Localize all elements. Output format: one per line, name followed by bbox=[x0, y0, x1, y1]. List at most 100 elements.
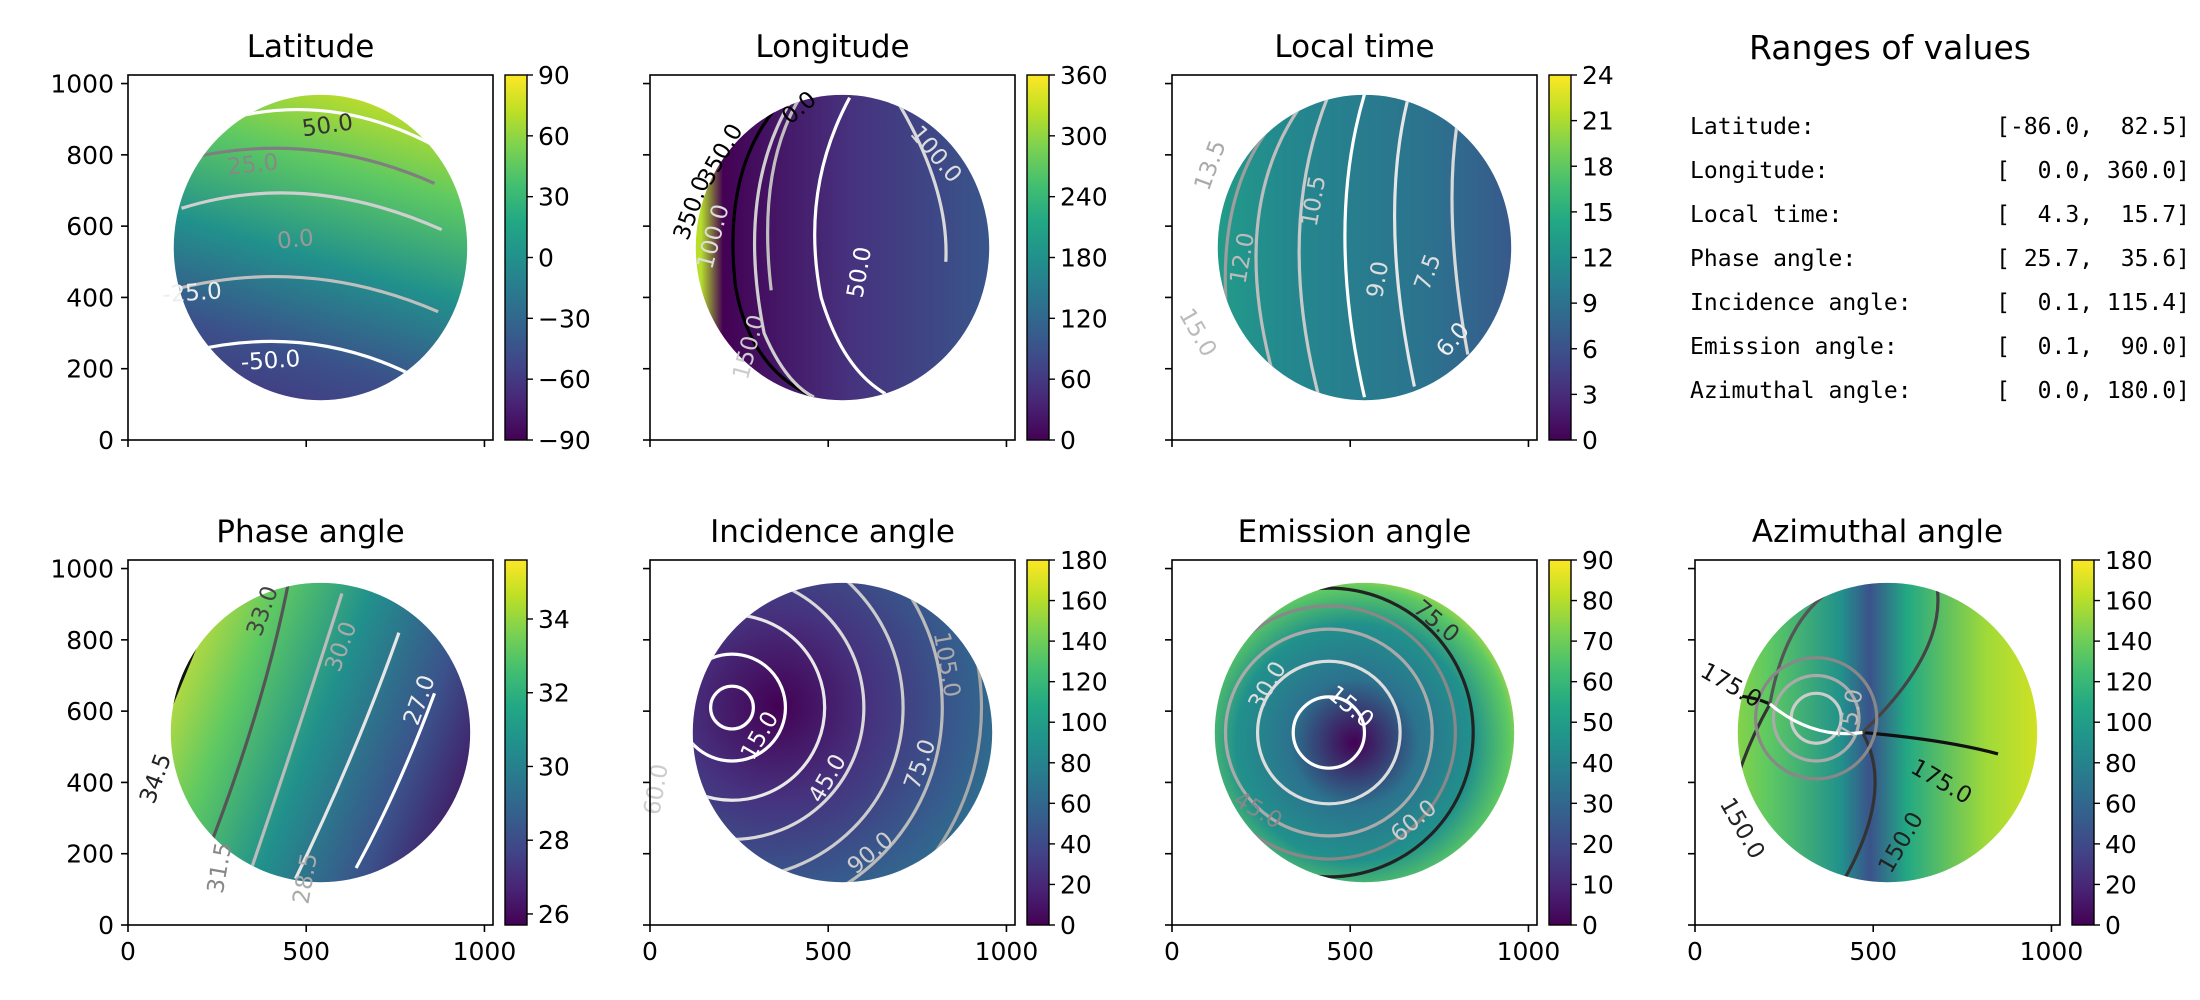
colorbar-tick-label: 100 bbox=[2105, 708, 2153, 737]
contour-line bbox=[247, 593, 344, 876]
colorbar bbox=[1026, 74, 1050, 441]
contour-label: 31.5 bbox=[203, 840, 237, 895]
colorbar-tick-label: 34 bbox=[538, 605, 570, 634]
colorbar-tick-label: 100 bbox=[1060, 708, 1108, 737]
x-tick-label: 0 bbox=[1687, 937, 1703, 966]
colorbar-tick-label: 40 bbox=[1582, 749, 1614, 778]
colorbar-tick-label: 0 bbox=[1582, 426, 1598, 455]
y-tick-label: 200 bbox=[66, 840, 114, 869]
contour-line bbox=[1255, 659, 1402, 806]
contour-line bbox=[731, 96, 815, 399]
contour-line bbox=[1223, 627, 1434, 838]
contours bbox=[170, 582, 437, 880]
ranges-row-value: [ 0.1, 90.0] bbox=[1996, 334, 2190, 360]
colorbar-tick-label: −90 bbox=[538, 426, 591, 455]
colorbar-tick-label: 32 bbox=[538, 679, 570, 708]
ranges-row-label: Phase angle: bbox=[1690, 246, 1857, 272]
ranges-row-label: Azimuthal angle: bbox=[1690, 378, 1912, 404]
contour-line bbox=[1862, 730, 1999, 756]
contour-label: -25.0 bbox=[162, 278, 223, 308]
colorbar bbox=[504, 559, 528, 926]
colorbar-tick-label: 18 bbox=[1582, 152, 1614, 181]
colorbar-tick-label: 10 bbox=[1582, 870, 1614, 899]
x-tick-label: 0 bbox=[1164, 937, 1180, 966]
colorbar-tick-label: 60 bbox=[1060, 789, 1092, 818]
ranges-row: Phase angle: [ 25.7, 35.6] bbox=[1690, 246, 2190, 272]
contour-line bbox=[1214, 604, 1457, 861]
colorbar-tick-label: 24 bbox=[1582, 61, 1614, 90]
colorbar bbox=[2071, 559, 2095, 926]
y-tick-label: 400 bbox=[66, 768, 114, 797]
contour-line bbox=[1343, 94, 1367, 398]
ranges-row: Local time: [ 4.3, 15.7] bbox=[1690, 202, 2190, 228]
colorbar-tick-label: 80 bbox=[1582, 587, 1614, 616]
colorbar-tick-label: 60 bbox=[538, 122, 570, 151]
panel-title: Azimuthal angle bbox=[1752, 514, 2003, 550]
ranges-row-value: [ 0.1, 115.4] bbox=[1996, 290, 2190, 316]
ranges-row-value: [ 4.3, 15.7] bbox=[1996, 202, 2190, 228]
contour-label: -50.0 bbox=[240, 346, 301, 376]
contour-label: 25.0 bbox=[226, 149, 280, 180]
panel-title: Emission angle bbox=[1238, 514, 1472, 550]
axes-frame bbox=[1171, 74, 1538, 441]
ranges-row-label: Longitude: bbox=[1690, 158, 1829, 184]
y-tick-label: 800 bbox=[66, 141, 114, 170]
colorbar-tick-label: 120 bbox=[1060, 304, 1108, 333]
colorbar-tick-label: 40 bbox=[2105, 830, 2137, 859]
colorbar-tick-label: −60 bbox=[538, 365, 591, 394]
colorbar-tick-label: 20 bbox=[1060, 870, 1092, 899]
ranges-row-value: [ 0.0, 360.0] bbox=[1996, 158, 2190, 184]
colorbar-tick-label: 140 bbox=[1060, 627, 1108, 656]
axes-frame bbox=[649, 74, 1016, 441]
colorbar-tick-label: 160 bbox=[2105, 587, 2153, 616]
contour-line bbox=[1254, 100, 1306, 384]
colorbar-tick-label: 0 bbox=[1582, 911, 1598, 940]
y-tick-label: 600 bbox=[66, 212, 114, 241]
contour-label: 34.5 bbox=[135, 750, 177, 807]
y-tick-label: 400 bbox=[66, 283, 114, 312]
y-tick-label: 0 bbox=[98, 426, 114, 455]
contour-line bbox=[898, 104, 948, 262]
colorbar-tick-label: 0 bbox=[1060, 426, 1076, 455]
contour-label: 9.0 bbox=[1362, 259, 1394, 300]
contour-line bbox=[766, 96, 802, 291]
ranges-row: Incidence angle: [ 0.1, 115.4] bbox=[1690, 290, 2190, 316]
panel-title: Longitude bbox=[755, 29, 909, 65]
x-tick-label: 500 bbox=[1849, 937, 1897, 966]
colorbar-tick-label: 60 bbox=[1060, 365, 1092, 394]
disc-map bbox=[173, 94, 468, 401]
x-tick-label: 1000 bbox=[453, 937, 517, 966]
colorbar-tick-label: 0 bbox=[2105, 911, 2121, 940]
ranges-row: Emission angle: [ 0.1, 90.0] bbox=[1690, 334, 2190, 360]
colorbar-tick-label: 90 bbox=[1582, 546, 1614, 575]
contour-label: 15.0 bbox=[1173, 304, 1221, 361]
y-tick-label: 200 bbox=[66, 355, 114, 384]
ranges-row-label: Incidence angle: bbox=[1690, 290, 1912, 316]
colorbar-tick-label: 30 bbox=[538, 752, 570, 781]
contour-line bbox=[201, 582, 290, 865]
x-tick-label: 1000 bbox=[975, 937, 1039, 966]
colorbar-tick-label: 12 bbox=[1582, 244, 1614, 273]
axes-frame bbox=[127, 559, 494, 926]
colorbar bbox=[504, 74, 528, 441]
panel-longitude: Longitude350.0100.050.0150.0100.0350.00.… bbox=[643, 29, 1108, 455]
colorbar-tick-label: 28 bbox=[538, 826, 570, 855]
axes-frame bbox=[1694, 559, 2061, 926]
colorbar-tick-label: 80 bbox=[1060, 749, 1092, 778]
colorbar-tick-label: 140 bbox=[2105, 627, 2153, 656]
colorbar-tick-label: 90 bbox=[538, 61, 570, 90]
colorbar-tick-label: 120 bbox=[2105, 668, 2153, 697]
ranges-row-value: [ 0.0, 180.0] bbox=[1996, 378, 2190, 404]
contour-line bbox=[692, 582, 944, 883]
ranges-row-value: [ 25.7, 35.6] bbox=[1996, 246, 2190, 272]
ranges-row-label: Local time: bbox=[1690, 202, 1843, 228]
colorbar-tick-label: 21 bbox=[1582, 107, 1614, 136]
ranges-row: Latitude: [-86.0, 82.5] bbox=[1690, 114, 2190, 140]
axes-frame bbox=[649, 559, 1016, 926]
y-tick-label: 1000 bbox=[50, 70, 114, 99]
contour-line bbox=[294, 632, 401, 880]
colorbar-tick-label: 70 bbox=[1582, 627, 1614, 656]
colorbar-tick-label: 180 bbox=[2105, 546, 2153, 575]
contour-line bbox=[1771, 673, 1861, 763]
x-tick-label: 500 bbox=[804, 937, 852, 966]
